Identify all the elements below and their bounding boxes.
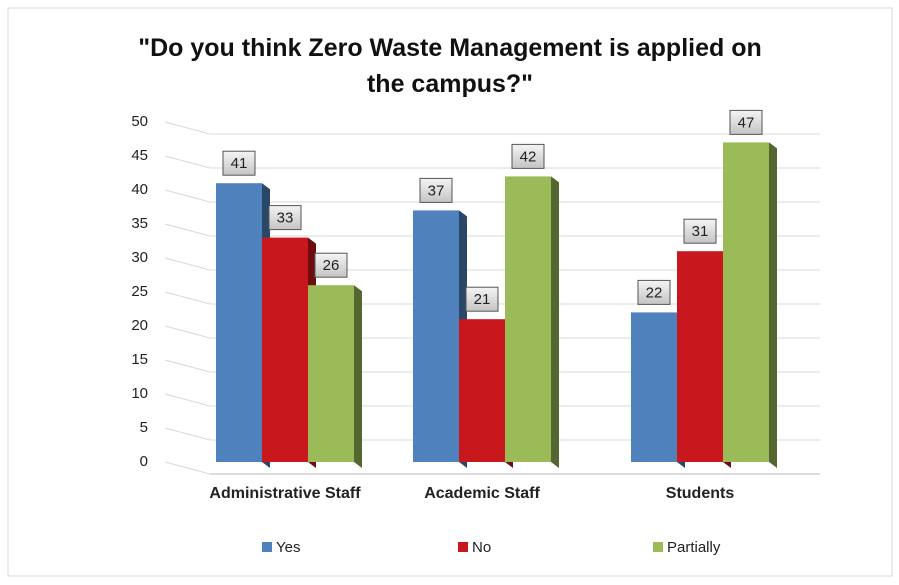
data-label: 21 <box>474 291 491 308</box>
data-label-box <box>222 150 256 176</box>
y-tick-label: 50 <box>131 113 148 130</box>
grid-line <box>164 155 820 169</box>
data-label: 33 <box>277 210 294 227</box>
legend-swatch <box>458 542 468 552</box>
x-tick-label: Administrative Staff <box>209 485 361 502</box>
x-tick-label: Academic Staff <box>424 485 540 502</box>
grid-line <box>164 257 820 271</box>
y-tick-label: 40 <box>131 181 148 198</box>
x-tick-label: Students <box>666 485 735 502</box>
y-tick-label: 45 <box>131 147 148 164</box>
bar <box>459 319 505 462</box>
y-tick-label: 30 <box>131 249 148 266</box>
bar <box>413 210 459 462</box>
grid-line <box>164 427 820 441</box>
grid-line <box>164 325 820 339</box>
data-label: 26 <box>323 257 340 274</box>
data-label: 37 <box>428 182 445 199</box>
bar <box>631 312 677 462</box>
data-label-box <box>637 279 671 305</box>
grid-line <box>164 359 820 373</box>
legend-swatch <box>262 542 272 552</box>
bar <box>677 251 723 462</box>
y-tick-label: 0 <box>140 453 148 470</box>
data-label-box <box>314 252 348 278</box>
data-label-box <box>683 218 717 244</box>
legend-swatch <box>653 542 663 552</box>
data-label: 31 <box>692 223 709 240</box>
bar <box>308 285 354 462</box>
bar <box>723 142 769 462</box>
data-label-box <box>268 205 302 231</box>
legend-label: Partially <box>667 539 721 556</box>
legend-label: Yes <box>276 539 300 556</box>
data-label: 47 <box>738 114 755 131</box>
y-tick-label: 25 <box>131 283 148 300</box>
bar-side <box>551 176 559 468</box>
data-label: 41 <box>231 155 248 172</box>
data-label: 22 <box>646 284 663 301</box>
data-label-box <box>419 177 453 203</box>
grid-line <box>164 223 820 237</box>
y-tick-label: 35 <box>131 215 148 232</box>
data-label-box <box>465 286 499 312</box>
bar-side <box>769 142 777 468</box>
grid-line <box>164 121 820 135</box>
data-label: 42 <box>520 148 537 165</box>
bar <box>505 176 551 462</box>
grid-line <box>164 291 820 305</box>
grid-line <box>164 189 820 203</box>
data-label-box <box>511 143 545 169</box>
chart-title: "Do you think Zero Waste Management is a… <box>138 34 762 98</box>
y-tick-label: 15 <box>131 351 148 368</box>
data-label-box <box>729 109 763 135</box>
y-tick-label: 5 <box>140 419 148 436</box>
bar <box>216 183 262 462</box>
bar-side <box>354 285 362 468</box>
y-tick-label: 20 <box>131 317 148 334</box>
grid-line <box>164 393 820 407</box>
bar <box>262 237 308 462</box>
legend-label: No <box>472 539 491 556</box>
y-tick-label: 10 <box>131 385 148 402</box>
